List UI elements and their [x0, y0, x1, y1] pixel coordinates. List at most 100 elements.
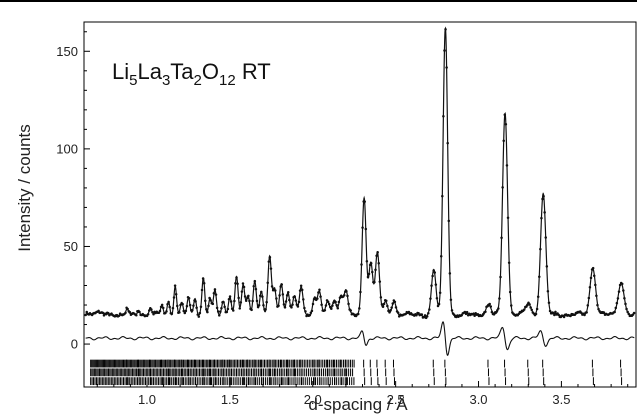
observed-point	[497, 307, 500, 310]
observed-point	[489, 305, 493, 308]
difference-curve	[85, 321, 635, 357]
observed-point	[445, 66, 448, 69]
observed-point	[552, 311, 555, 315]
observed-point	[258, 294, 262, 298]
observed-point	[101, 311, 105, 315]
observed-point	[255, 299, 259, 303]
observed-point	[174, 292, 178, 296]
y-tick-label: 150	[56, 44, 78, 59]
observed-point	[213, 288, 217, 291]
observed-point	[437, 302, 441, 306]
observed-point	[316, 297, 319, 300]
observed-point	[200, 288, 204, 292]
observed-point	[220, 307, 223, 310]
observed-point	[308, 313, 312, 317]
observed-point	[632, 311, 636, 315]
observed-point	[358, 307, 361, 310]
tick-labels: 1.0 1.5 2.0 2.5 3.0 3.5 0 50 100 150	[56, 44, 570, 407]
observed-point	[376, 250, 379, 254]
observed-point	[368, 263, 372, 267]
observed-point	[569, 314, 572, 318]
observed-point	[330, 307, 333, 310]
observed-point	[242, 285, 246, 289]
observed-point	[449, 298, 453, 301]
observed-point	[506, 216, 510, 220]
observed-point	[554, 310, 557, 314]
observed-point	[460, 314, 463, 317]
observed-point	[404, 312, 407, 316]
reflection-tick-marks	[90, 359, 623, 386]
observed-points	[84, 28, 636, 320]
observed-point	[614, 306, 618, 310]
y-tick-label: 0	[71, 337, 78, 352]
plot-frame	[83, 21, 637, 388]
observed-point	[268, 256, 272, 259]
observed-point	[502, 139, 505, 142]
observed-point	[230, 307, 234, 310]
observed-point	[436, 304, 440, 308]
observed-point	[613, 310, 616, 314]
observed-point	[304, 310, 307, 313]
observed-point	[504, 123, 508, 126]
observed-point	[283, 306, 287, 309]
x-tick-label: 1.0	[138, 392, 156, 407]
observed-point	[334, 300, 337, 304]
observed-point	[361, 226, 364, 229]
observed-point	[557, 313, 560, 317]
observed-point	[422, 316, 426, 319]
observed-point	[374, 268, 377, 272]
observed-point	[391, 302, 394, 305]
observed-point	[534, 312, 538, 316]
formula-text: Ta	[170, 59, 194, 84]
observed-point	[207, 304, 210, 308]
observed-point	[205, 308, 208, 311]
observed-point	[275, 297, 278, 300]
observed-point	[530, 308, 533, 312]
observed-point	[622, 289, 625, 292]
observed-point	[385, 299, 388, 303]
observed-point	[434, 283, 438, 286]
observed-point	[371, 270, 374, 274]
observed-point	[219, 310, 222, 313]
observed-point	[490, 310, 494, 314]
observed-point	[271, 289, 275, 292]
observed-point	[146, 313, 150, 316]
observed-point	[379, 296, 383, 299]
observed-point	[585, 311, 588, 314]
observed-point	[183, 311, 187, 315]
observed-point	[335, 303, 338, 307]
observed-point	[616, 297, 620, 300]
observed-point	[252, 284, 255, 288]
observed-point	[441, 194, 444, 198]
observed-point	[319, 295, 322, 298]
observed-point	[463, 310, 467, 314]
observed-point	[170, 312, 174, 315]
observed-point	[150, 308, 153, 311]
observed-point	[202, 281, 206, 285]
observed-point	[297, 300, 301, 304]
observed-point	[216, 310, 220, 313]
x-tick-label: 3.0	[469, 392, 487, 407]
observed-point	[279, 285, 282, 288]
observed-point	[596, 303, 599, 307]
observed-point	[181, 302, 184, 306]
observed-point	[624, 302, 627, 306]
formula-text: Li	[112, 59, 129, 84]
observed-point	[188, 303, 192, 307]
observed-point	[260, 290, 263, 294]
observed-point	[591, 266, 595, 270]
observed-point	[161, 306, 165, 310]
observed-point	[238, 307, 241, 310]
observed-point	[223, 305, 226, 309]
observed-point	[234, 282, 237, 285]
observed-point	[248, 299, 251, 303]
observed-point	[500, 236, 503, 240]
observed-point	[280, 283, 284, 286]
observed-point	[377, 262, 380, 265]
observed-point	[380, 303, 384, 306]
observed-point	[337, 300, 341, 304]
observed-point	[270, 285, 274, 288]
observed-point	[488, 302, 491, 306]
observed-point	[171, 306, 175, 310]
observed-point	[320, 303, 323, 306]
